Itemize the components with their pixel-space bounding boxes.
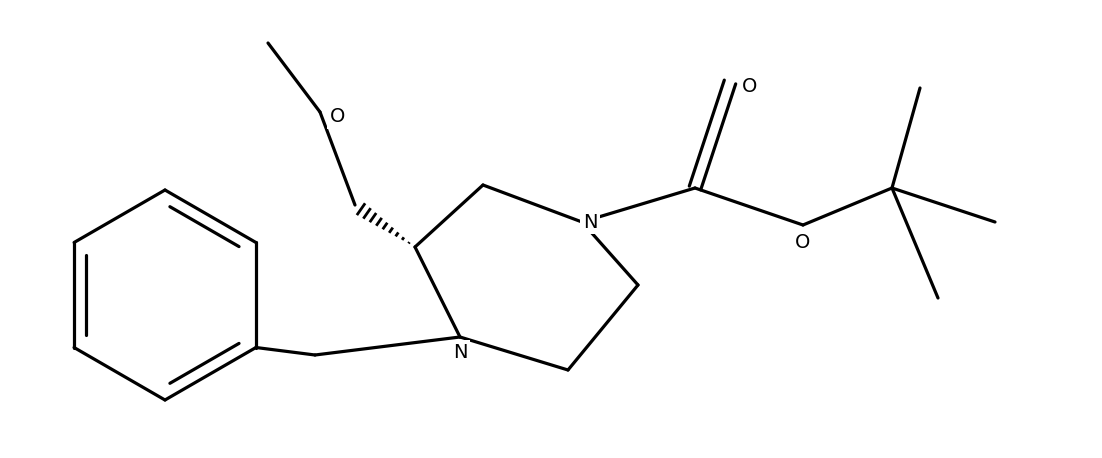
Text: N: N [583, 213, 597, 231]
Text: N: N [453, 343, 467, 361]
Text: O: O [796, 234, 811, 252]
Text: O: O [743, 77, 758, 97]
Text: O: O [331, 108, 346, 126]
